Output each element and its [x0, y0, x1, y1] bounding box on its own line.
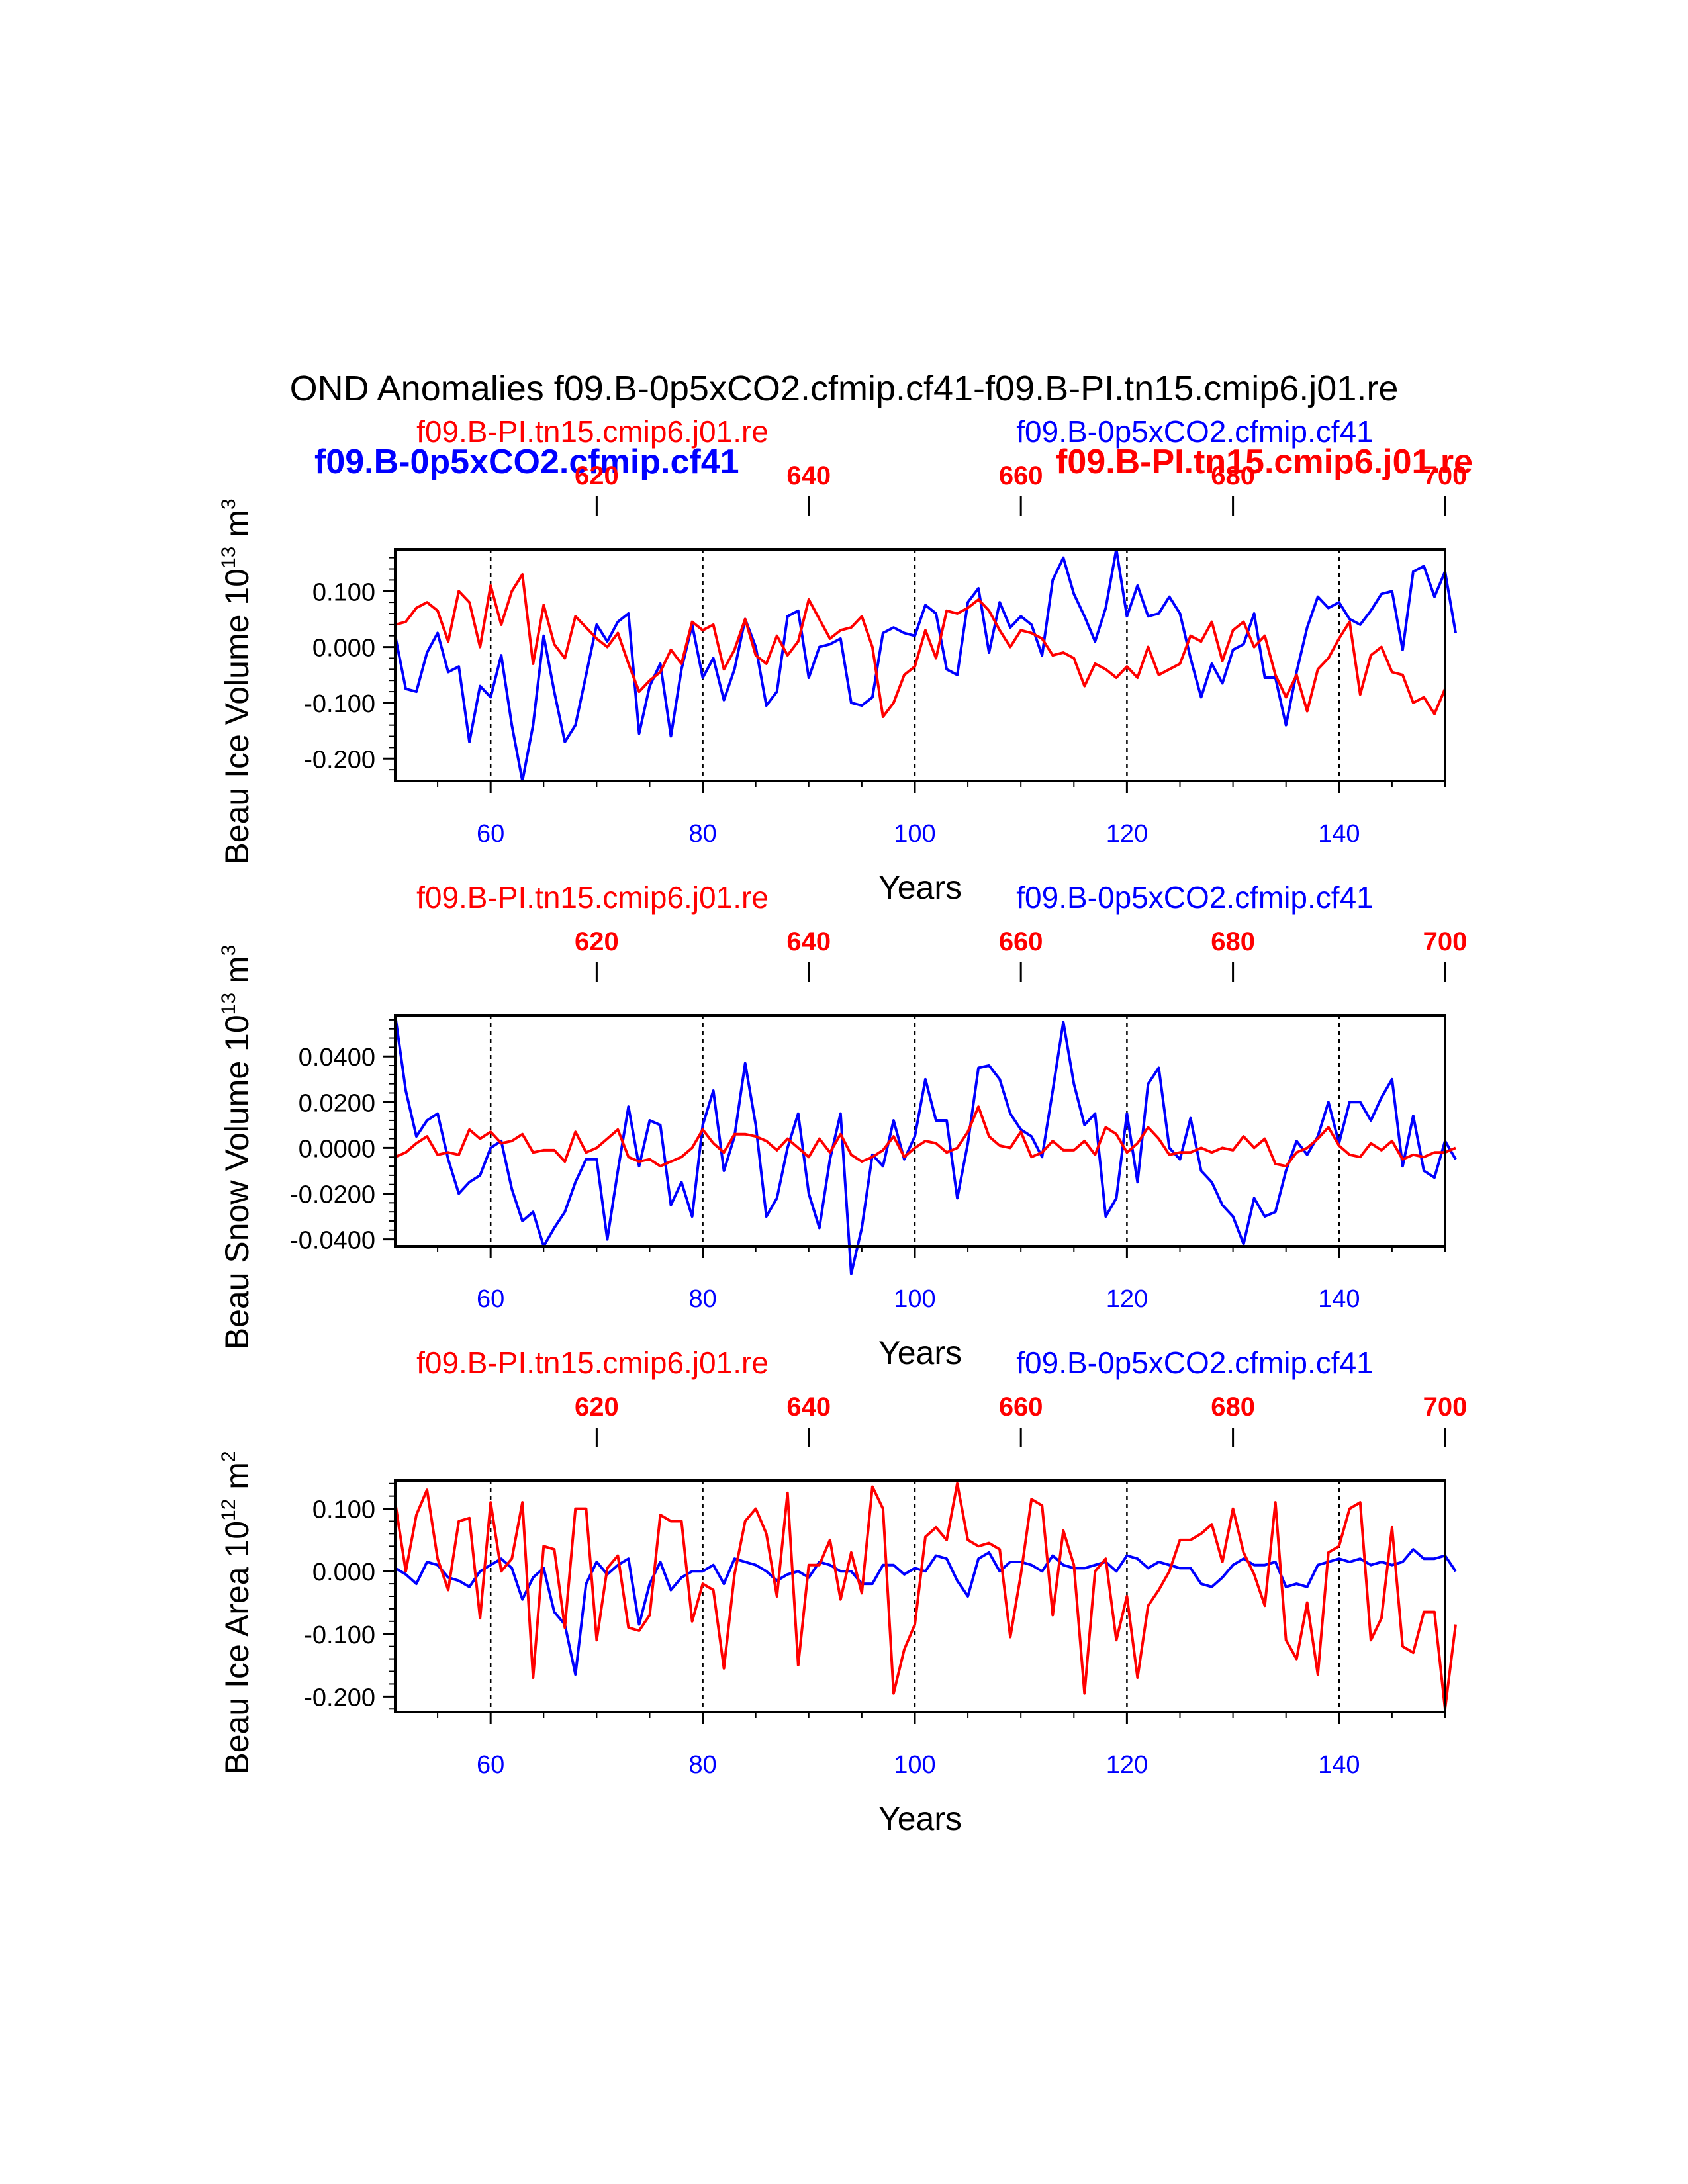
top-x-tick-label: 660 [999, 461, 1043, 490]
series-line-red [395, 573, 1446, 718]
overlay-label-left: f09.B-0p5xCO2.cfmip.cf41 [314, 443, 739, 481]
panel-title-left: f09.B-PI.tn15.cmip6.j01.re [416, 414, 769, 449]
y-axis-label-exponent: 13 [218, 993, 240, 1015]
y-axis-label-unit: m [218, 510, 256, 547]
y-tick-label: 0.0000 [299, 1135, 375, 1163]
y-tick-label: 0.100 [312, 1496, 375, 1524]
y-axis-label-unit: m [218, 1462, 256, 1499]
panel-title-left: f09.B-PI.tn15.cmip6.j01.re [416, 880, 769, 915]
y-tick-label: 0.100 [312, 578, 375, 606]
y-axis-label-unit-exponent: 3 [218, 498, 240, 510]
y-tick-label: -0.0400 [290, 1227, 375, 1255]
plot-frame [394, 1014, 1446, 1248]
x-axis-label: Years [878, 1334, 962, 1371]
x-tick-label: 140 [1318, 1285, 1360, 1313]
x-tick-label: 80 [688, 820, 716, 848]
top-x-tick-label: 620 [575, 927, 619, 956]
series-line-blue [394, 1015, 1457, 1275]
y-tick-label: -0.100 [304, 690, 375, 718]
y-tick-label: 0.0400 [299, 1044, 375, 1071]
x-tick-label: 120 [1106, 1285, 1148, 1313]
series-line-blue [394, 548, 1457, 782]
top-x-tick-label: 620 [575, 461, 619, 490]
top-x-tick-label: 680 [1211, 927, 1255, 956]
y-axis-label: Beau Ice Area 1012 m2 [218, 1451, 256, 1774]
y-axis-label-unit: m [218, 956, 256, 993]
x-tick-label: 60 [477, 1285, 504, 1313]
x-tick-label: 120 [1106, 820, 1148, 848]
top-x-tick-label: 640 [786, 927, 831, 956]
figure-title: OND Anomalies f09.B-0p5xCO2.cfmip.cf41-f… [290, 369, 1399, 408]
y-axis-label-unit-exponent: 2 [218, 1451, 240, 1462]
y-tick-label: 0.000 [312, 1559, 375, 1586]
panel-title-right: f09.B-0p5xCO2.cfmip.cf41 [1016, 880, 1373, 915]
x-tick-label: 140 [1318, 820, 1360, 848]
x-tick-label: 120 [1106, 1751, 1148, 1779]
x-tick-label: 100 [894, 820, 935, 848]
panel-title-right: f09.B-0p5xCO2.cfmip.cf41 [1016, 414, 1373, 449]
overlay-label-right: f09.B-PI.tn15.cmip6.j01.re [1056, 443, 1473, 481]
y-tick-label: -0.100 [304, 1621, 375, 1649]
top-x-tick-label: 620 [575, 1392, 619, 1422]
top-x-tick-label: 640 [786, 461, 831, 490]
top-x-tick-label: 660 [999, 927, 1043, 956]
y-tick-label: -0.0200 [290, 1181, 375, 1209]
y-axis-label-text: Beau Ice Area 10 [218, 1521, 256, 1775]
y-axis-label: Beau Snow Volume 1013 m3 [218, 945, 256, 1350]
x-tick-label: 60 [477, 1751, 504, 1779]
plot-frame [394, 1479, 1446, 1713]
y-axis-label-text: Beau Snow Volume 10 [218, 1015, 256, 1349]
x-axis-label: Years [878, 869, 962, 906]
top-x-tick-label: 700 [1423, 461, 1468, 490]
x-tick-label: 140 [1318, 1751, 1360, 1779]
x-tick-label: 80 [688, 1751, 716, 1779]
top-x-tick-label: 640 [786, 1392, 831, 1422]
top-x-tick-label: 700 [1423, 927, 1468, 956]
chart-panel-1: 0.100 0.000 -0.100 -0.200 60 80 100 120 140 620 64… [218, 414, 1467, 906]
panel-title-right: f09.B-0p5xCO2.cfmip.cf41 [1016, 1345, 1373, 1380]
x-tick-label: 80 [688, 1285, 716, 1313]
y-tick-label: -0.200 [304, 746, 375, 774]
y-tick-label: 0.000 [312, 635, 375, 662]
series-line-blue [394, 1548, 1457, 1676]
top-x-tick-label: 680 [1211, 461, 1255, 490]
x-axis-label: Years [878, 1800, 962, 1837]
y-axis-label: Beau Ice Volume 1013 m3 [218, 498, 256, 864]
chart-panel-2: 0.0400 0.0200 0.0000 -0.0200 -0.0400 60 80 100 1… [218, 880, 1467, 1371]
plot-frame [394, 548, 1446, 782]
top-x-tick-label: 700 [1423, 1392, 1468, 1422]
x-tick-label: 100 [894, 1285, 935, 1313]
y-axis-label-unit-exponent: 3 [218, 945, 240, 956]
series-line-red [395, 1105, 1456, 1168]
x-tick-label: 60 [477, 820, 504, 848]
top-x-tick-label: 680 [1211, 1392, 1255, 1422]
y-axis-label-exponent: 12 [218, 1499, 240, 1521]
series-line-red [394, 1482, 1457, 1711]
x-tick-label: 100 [894, 1751, 935, 1779]
y-tick-label: 0.0200 [299, 1089, 375, 1117]
y-tick-label: -0.200 [304, 1684, 375, 1711]
y-axis-label-exponent: 13 [218, 547, 240, 569]
y-axis-label-text: Beau Ice Volume 10 [218, 569, 256, 865]
chart-panel-3: 0.100 0.000 -0.100 -0.200 60 80 100 120 140 620 64… [218, 1345, 1467, 1837]
panel-title-left: f09.B-PI.tn15.cmip6.j01.re [416, 1345, 769, 1380]
top-x-tick-label: 660 [999, 1392, 1043, 1422]
